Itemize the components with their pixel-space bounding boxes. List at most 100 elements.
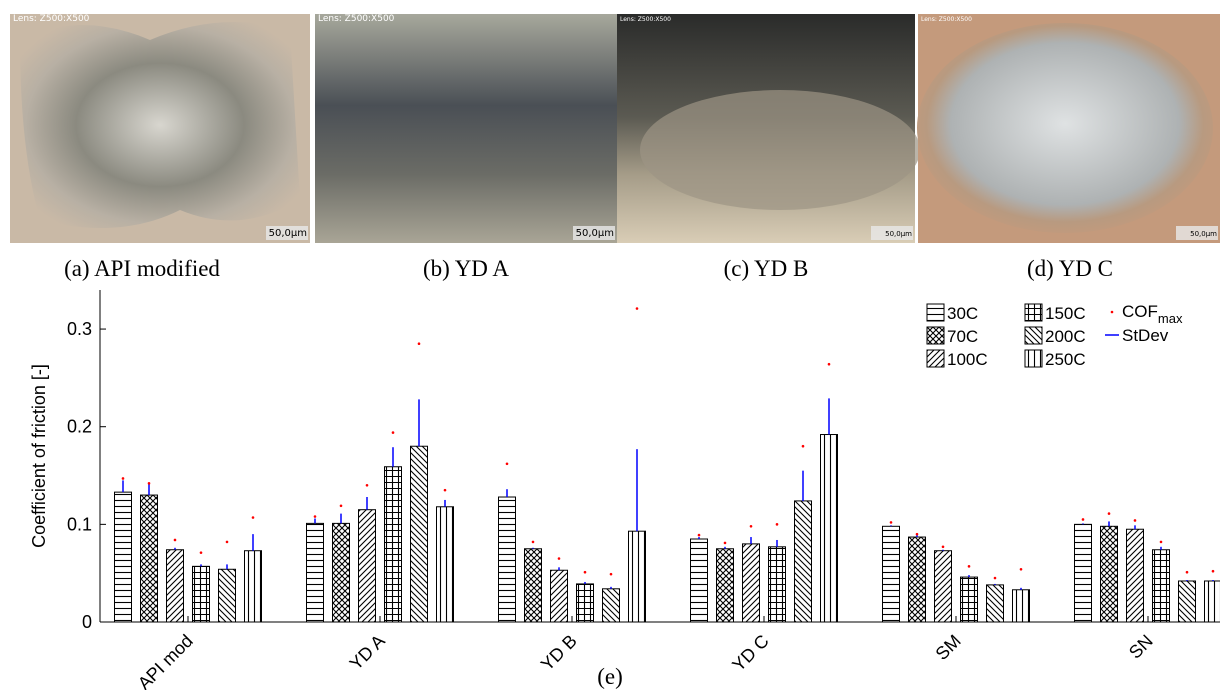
bar: [909, 537, 926, 622]
wear-scar: [640, 90, 920, 210]
bar: [115, 492, 132, 622]
image-caption: (d) YD C: [1027, 256, 1113, 281]
bar: [603, 589, 620, 622]
bar: [629, 531, 646, 622]
legend-label: 100C: [947, 350, 988, 369]
bar: [795, 501, 812, 622]
bar: [385, 467, 402, 622]
legend-max-marker: [1111, 311, 1114, 314]
legend-label: COFmax: [1122, 302, 1183, 326]
bar: [307, 523, 324, 622]
max-marker: [314, 515, 317, 518]
wear-scar: [20, 22, 300, 228]
bar: [961, 577, 978, 622]
y-tick-label: 0.3: [67, 319, 92, 339]
max-marker: [994, 577, 997, 580]
bar: [577, 584, 594, 622]
max-marker: [750, 525, 753, 528]
micrographs: [10, 14, 1220, 243]
figure: Lens: Z500:X500 50,0µm (a) API modified Len…: [0, 0, 1220, 690]
bar: [193, 566, 210, 622]
legend-swatch: [1025, 327, 1042, 344]
lens-label: Lens: Z500:X500: [318, 14, 395, 24]
lens-label: Lens: Z500:X500: [13, 14, 90, 24]
y-tick-label: 0.2: [67, 417, 92, 437]
bar: [821, 435, 838, 622]
max-marker: [174, 539, 177, 542]
lens-label: Lens: Z500:X500: [921, 16, 972, 23]
bar: [333, 523, 350, 622]
lens-label: Lens: Z500:X500: [620, 16, 671, 23]
bar: [245, 551, 262, 622]
max-marker: [122, 477, 125, 480]
bar: [1205, 581, 1220, 622]
max-marker: [1212, 570, 1215, 573]
wear-scar: [917, 23, 1213, 233]
scale-label: 50,0µm: [885, 230, 912, 238]
max-marker: [1160, 541, 1163, 544]
bar: [525, 549, 542, 622]
x-tick-label: API mod: [134, 631, 197, 690]
max-marker: [558, 557, 561, 560]
max-marker: [444, 489, 447, 492]
x-tick-label: SN: [1125, 631, 1157, 663]
max-marker: [1186, 571, 1189, 574]
bar: [359, 510, 376, 622]
max-marker: [802, 445, 805, 448]
bar: [1101, 526, 1118, 622]
image-caption: (b) YD A: [423, 256, 509, 281]
scale-label: 50,0µm: [576, 228, 614, 239]
bar: [167, 550, 184, 622]
bar: [411, 446, 428, 622]
max-marker: [252, 516, 255, 519]
max-marker: [366, 484, 369, 487]
x-tick-label: YD C: [728, 631, 773, 676]
bar: [141, 495, 158, 622]
max-marker: [942, 546, 945, 549]
max-marker: [776, 523, 779, 526]
y-tick-label: 0: [82, 612, 92, 632]
legend-swatch: [927, 350, 944, 367]
max-marker: [584, 571, 587, 574]
bar: [437, 507, 454, 622]
max-marker: [636, 307, 639, 310]
legend-label: StDev: [1122, 326, 1169, 345]
x-tick-label: YD A: [346, 631, 389, 674]
max-marker: [890, 521, 893, 524]
legend-swatch: [927, 304, 944, 321]
bar: [717, 549, 734, 622]
legend-label: 200C: [1045, 327, 1086, 346]
bar: [219, 569, 236, 622]
max-marker: [1108, 512, 1111, 515]
max-marker: [828, 363, 831, 366]
bar: [499, 497, 516, 622]
max-marker: [532, 541, 535, 544]
bar: [691, 539, 708, 622]
legend-label: 70C: [947, 327, 978, 346]
bar: [1179, 581, 1196, 622]
max-marker: [1082, 518, 1085, 521]
bar: [883, 526, 900, 622]
max-marker: [968, 565, 971, 568]
max-marker: [1020, 568, 1023, 571]
legend-label: 30C: [947, 304, 978, 323]
bar: [935, 551, 952, 622]
bar: [1153, 550, 1170, 622]
max-marker: [724, 542, 727, 545]
image-caption: (a) API modified: [64, 256, 220, 281]
bar: [1013, 590, 1030, 622]
bar: [743, 544, 760, 622]
max-marker: [916, 533, 919, 536]
max-marker: [392, 431, 395, 434]
legend-label: COF: [1122, 302, 1158, 321]
bar: [987, 585, 1004, 622]
max-marker: [418, 342, 421, 345]
legend-label: 150C: [1045, 304, 1086, 323]
legend-subscript: max: [1158, 311, 1183, 326]
bar: [769, 547, 786, 622]
max-marker: [226, 541, 229, 544]
image-caption: (c) YD B: [724, 256, 809, 281]
y-tick-label: 0.1: [67, 514, 92, 534]
max-marker: [148, 482, 151, 485]
scale-label: 50,0µm: [269, 228, 307, 239]
